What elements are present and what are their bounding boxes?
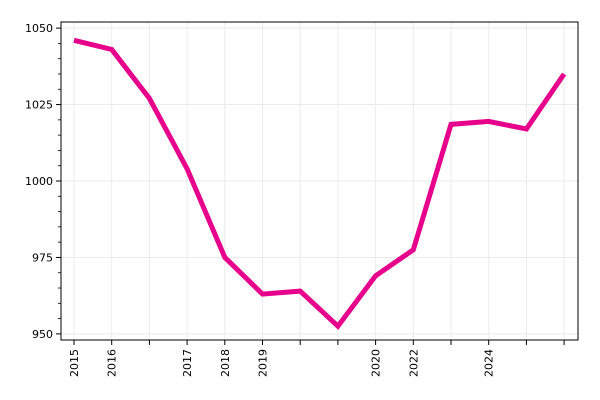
- x-tick-label: 2019: [257, 349, 270, 377]
- x-tick-label: 2015: [68, 349, 81, 377]
- x-tick-label: 2024: [483, 349, 496, 377]
- series-group: [73, 37, 567, 330]
- grid: [61, 22, 578, 340]
- x-tick-label: 2020: [370, 349, 383, 377]
- x-tick-label: 2017: [181, 349, 194, 377]
- y-tick-label: 1025: [25, 99, 53, 112]
- y-axis: 950 975 1000 1025 1050: [25, 22, 61, 341]
- x-tick-label: 2018: [219, 349, 232, 377]
- y-tick-label: 1050: [25, 22, 53, 35]
- y-tick-label: 950: [32, 328, 53, 341]
- x-tick-label: 2016: [106, 349, 119, 377]
- x-axis: 2015 2016 2017 2018 2019 2020 2022 2024: [68, 340, 565, 377]
- x-tick-label: 2022: [407, 349, 420, 377]
- y-tick-label: 975: [32, 251, 53, 264]
- series-line: [73, 37, 567, 330]
- y-tick-label: 1000: [25, 175, 53, 188]
